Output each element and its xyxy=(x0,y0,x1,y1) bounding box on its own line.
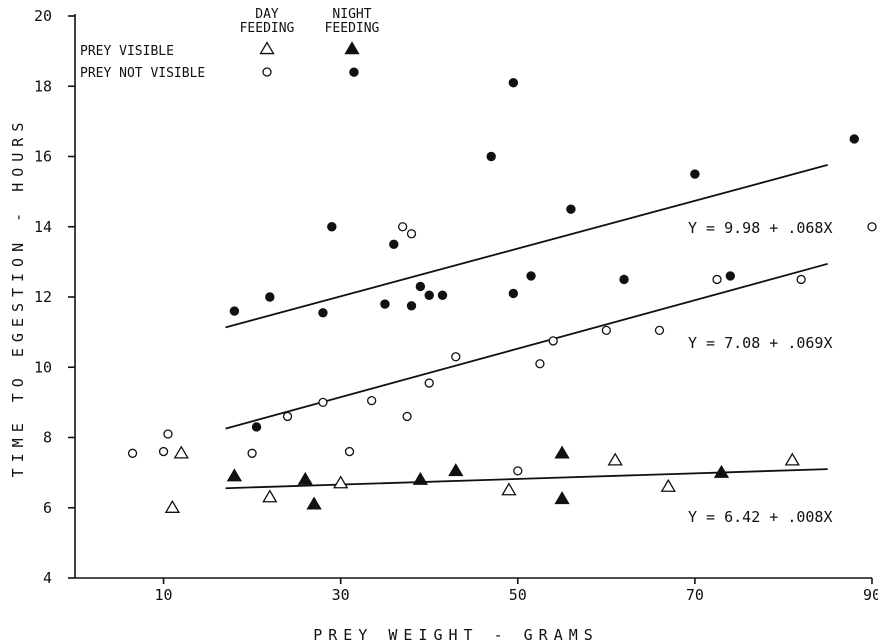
axes xyxy=(68,14,873,584)
y-tick-label: 16 xyxy=(34,148,52,166)
legend-marker-day-not-visible xyxy=(262,67,272,77)
prey-visible-night-point xyxy=(554,491,570,505)
legend-row-visible: PREY VISIBLE xyxy=(80,44,174,59)
legend-column-day-line2: FEEDING xyxy=(240,21,295,36)
prey-visible-night-point xyxy=(297,471,313,485)
regression-equation: Y = 7.08 + .069X xyxy=(688,334,833,352)
prey-not-visible-night-point xyxy=(849,134,859,144)
legend-column-night-line2: FEEDING xyxy=(325,21,380,36)
prey-visible-day-point xyxy=(607,452,623,466)
prey-visible-night-point xyxy=(306,496,322,510)
prey-not-visible-day-point xyxy=(367,395,377,406)
prey-not-visible-night-point xyxy=(424,290,434,300)
prey-not-visible-day-point xyxy=(535,359,545,369)
prey-not-visible-day-point xyxy=(548,336,558,346)
prey-not-visible-night-point xyxy=(415,281,426,292)
y-tick-label: 12 xyxy=(34,288,52,306)
prey-visible-night-point xyxy=(412,471,429,485)
regression-equation: Y = 6.42 + .008X xyxy=(688,508,833,526)
x-axis-title: PREY WEIGHT - GRAMS xyxy=(313,626,599,644)
y-tick-label: 14 xyxy=(34,218,52,236)
prey-not-visible-day-point xyxy=(451,352,461,362)
prey-not-visible-day-point xyxy=(158,446,169,457)
legend: DAY FEEDING NIGHT FEEDING PREY VISIBLE P… xyxy=(80,7,380,81)
prey-visible-day-point xyxy=(262,489,278,503)
y-tick-label: 18 xyxy=(34,77,52,95)
prey-not-visible-night-point xyxy=(251,422,262,432)
prey-not-visible-night-point xyxy=(406,301,417,311)
prey-not-visible-night-point xyxy=(327,222,337,232)
prey-not-visible-day-point xyxy=(712,274,722,285)
prey-not-visible-day-point xyxy=(406,229,417,239)
y-tick-label: 10 xyxy=(34,358,52,376)
legend-marker-night-visible xyxy=(344,41,360,55)
prey-not-visible-day-point xyxy=(402,411,412,422)
prey-not-visible-night-point xyxy=(229,306,240,316)
y-tick-label: 20 xyxy=(34,7,52,25)
prey-not-visible-night-point xyxy=(318,308,328,318)
prey-not-visible-night-point xyxy=(566,204,576,214)
prey-not-visible-night-point xyxy=(508,78,519,88)
prey-not-visible-day-point xyxy=(601,325,611,336)
prey-not-visible-night-point xyxy=(380,299,390,309)
legend-row-not-visible: PREY NOT VISIBLE xyxy=(80,66,205,81)
prey-not-visible-day-point xyxy=(282,411,293,422)
prey-visible-day-point xyxy=(501,482,517,496)
prey-not-visible-night-point xyxy=(690,169,700,179)
prey-not-visible-night-point xyxy=(508,288,519,299)
prey-not-visible-day-point xyxy=(344,446,355,457)
regression-equation: Y = 9.98 + .068X xyxy=(688,219,833,237)
legend-column-day: DAY xyxy=(255,7,279,22)
data-points xyxy=(127,67,877,513)
prey-not-visible-day-point xyxy=(796,274,806,285)
tick-labels: 4 6 8 10 12 14 16 18 20 10 30 50 70 90 xyxy=(34,7,878,604)
prey-not-visible-day-point xyxy=(867,222,877,232)
prey-not-visible-day-point xyxy=(127,448,138,458)
prey-not-visible-day-point xyxy=(424,378,434,388)
prey-not-visible-night-point xyxy=(349,67,359,77)
x-tick-label: 10 xyxy=(155,586,173,604)
prey-visible-night-point xyxy=(226,468,243,482)
y-tick-label: 4 xyxy=(43,569,52,587)
x-tick-label: 70 xyxy=(686,586,704,604)
y-tick-label: 8 xyxy=(43,429,52,447)
x-tick-label: 30 xyxy=(332,586,350,604)
x-tick-label: 90 xyxy=(863,586,878,604)
prey-not-visible-day-point xyxy=(513,466,523,476)
prey-visible-night-point xyxy=(448,463,464,477)
y-axis-title: TIME TO EGESTION - HOURS xyxy=(9,117,27,478)
prey-not-visible-night-point xyxy=(486,151,496,162)
prey-visible-day-point xyxy=(173,445,189,459)
prey-visible-day-point xyxy=(333,475,349,489)
prey-not-visible-day-point xyxy=(163,429,173,439)
legend-column-night: NIGHT xyxy=(332,7,371,22)
x-tick-label: 50 xyxy=(509,586,527,604)
regression-line xyxy=(225,164,828,329)
y-tick-label: 6 xyxy=(43,499,52,517)
prey-visible-night-point xyxy=(554,445,570,459)
prey-visible-day-point xyxy=(660,478,676,492)
prey-not-visible-night-point xyxy=(725,271,736,281)
prey-not-visible-day-point xyxy=(247,448,257,458)
prey-not-visible-night-point xyxy=(265,292,275,302)
prey-not-visible-day-point xyxy=(318,397,328,408)
legend-marker-day-visible xyxy=(259,41,275,55)
prey-not-visible-night-point xyxy=(619,274,629,285)
regression-lines: Y = 9.98 + .068X Y = 7.08 + .069X Y = 6.42… xyxy=(225,164,833,526)
prey-visible-night-point xyxy=(713,464,730,478)
prey-not-visible-night-point xyxy=(437,290,448,300)
prey-visible-day-point xyxy=(164,499,181,513)
regression-line xyxy=(225,468,828,490)
prey-not-visible-day-point xyxy=(654,325,665,336)
prey-not-visible-night-point xyxy=(526,271,536,281)
prey-not-visible-night-point xyxy=(389,239,399,250)
prey-not-visible-day-point xyxy=(398,222,408,232)
prey-visible-day-point xyxy=(784,452,800,466)
